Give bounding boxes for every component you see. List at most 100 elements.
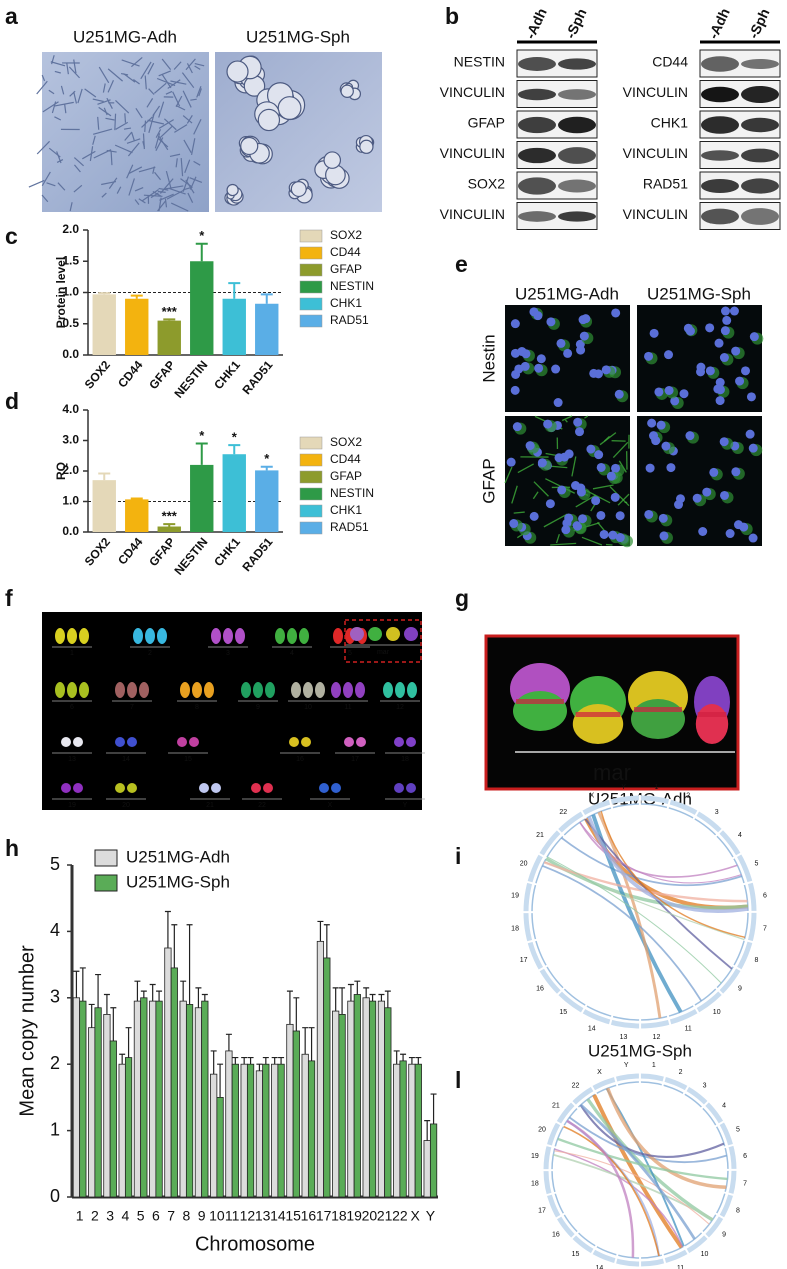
segment-gap xyxy=(570,1100,580,1110)
error-bar xyxy=(98,292,111,295)
nucleus xyxy=(611,308,621,318)
cell xyxy=(46,182,56,187)
error-bar xyxy=(271,1056,278,1065)
cell xyxy=(169,153,181,157)
y-tick-label: 3 xyxy=(50,987,60,1007)
circos-label: 5 xyxy=(754,861,758,868)
cell xyxy=(170,202,189,212)
circos-link xyxy=(542,865,703,1002)
bar xyxy=(109,1040,117,1198)
nucleus xyxy=(719,437,729,447)
y-tick-label: 0 xyxy=(50,1186,60,1206)
error-bar xyxy=(332,987,339,1012)
bar xyxy=(210,1073,218,1198)
bar xyxy=(164,947,172,1198)
chromosome xyxy=(241,682,251,698)
bar xyxy=(190,464,214,532)
cell xyxy=(106,149,117,153)
blot-band xyxy=(741,85,779,104)
cell xyxy=(187,192,194,203)
chromosome xyxy=(211,628,221,644)
legend-swatch xyxy=(299,521,323,535)
cell xyxy=(164,198,168,208)
circos-link xyxy=(587,816,749,914)
nucleus xyxy=(576,483,586,493)
chromosome xyxy=(315,682,325,698)
segment-gap xyxy=(556,828,566,838)
bar xyxy=(222,454,246,532)
x-axis-label: Chromosome xyxy=(195,1233,315,1255)
cell xyxy=(175,104,186,111)
panel-label: l xyxy=(455,1067,461,1093)
error-bar xyxy=(256,1063,263,1071)
cell xyxy=(41,194,49,203)
bar xyxy=(255,470,279,532)
chromosome xyxy=(301,737,311,747)
chromosome-label: 12 xyxy=(396,704,404,711)
bar xyxy=(179,1000,187,1198)
bar xyxy=(124,1057,133,1198)
blot-band xyxy=(558,179,596,193)
error-bar xyxy=(384,990,391,1008)
cell xyxy=(142,141,145,148)
nucleus xyxy=(596,510,606,520)
nucleus xyxy=(654,387,664,397)
chromosome-label: 7 xyxy=(130,704,134,711)
y-tick-label: 2.0 xyxy=(62,463,79,477)
cell xyxy=(190,98,197,101)
marker-chromosome xyxy=(404,627,418,641)
bar xyxy=(307,1060,316,1198)
marker-label: mar xyxy=(593,760,631,785)
cell xyxy=(154,82,167,94)
nucleus xyxy=(512,422,522,432)
x-tick-label: 11 xyxy=(225,1208,240,1224)
fluorescence-image xyxy=(637,305,764,412)
nucleus xyxy=(645,463,655,473)
x-tick-label: CHK1 xyxy=(211,358,243,392)
nucleus xyxy=(685,431,695,441)
blot-band xyxy=(701,178,739,194)
cell xyxy=(84,88,97,98)
cell xyxy=(170,80,187,85)
cell xyxy=(159,178,174,194)
circos-link xyxy=(579,821,738,878)
blot-band xyxy=(741,58,779,70)
circos-label: 22 xyxy=(559,809,567,816)
cell xyxy=(164,185,184,190)
error-bar xyxy=(241,1056,248,1065)
bar xyxy=(353,994,361,1198)
cell xyxy=(182,186,193,191)
chromosome xyxy=(204,682,214,698)
circos-label: X xyxy=(597,1069,602,1076)
filament xyxy=(561,415,573,422)
cell xyxy=(182,115,193,124)
circos-label: 2 xyxy=(679,1069,683,1076)
circos-link xyxy=(553,1153,714,1220)
chromosome-label: Y xyxy=(403,802,408,809)
cell xyxy=(180,178,193,188)
spheroid xyxy=(359,139,374,154)
blot-label: CD44 xyxy=(652,54,688,70)
legend-label: SOX2 xyxy=(330,228,362,242)
segment-gap xyxy=(661,1252,667,1264)
chromosome-label: 8 xyxy=(195,704,199,711)
panel-label: d xyxy=(5,388,19,414)
x-tick-label: 4 xyxy=(121,1208,129,1224)
error-bar xyxy=(247,1056,254,1065)
cell xyxy=(185,179,195,194)
cell xyxy=(155,129,162,138)
circos-label: 18 xyxy=(511,925,519,932)
cell xyxy=(148,88,155,95)
nucleus xyxy=(659,531,669,541)
error-bar xyxy=(228,282,241,299)
spheroid xyxy=(340,84,354,98)
blot-label: VINCULIN xyxy=(440,206,505,222)
filament xyxy=(504,466,513,484)
nucleus xyxy=(664,350,674,360)
chromosome-label: 1 xyxy=(70,650,74,657)
marker-band xyxy=(516,699,564,704)
cell xyxy=(82,150,96,160)
spheroid xyxy=(257,108,281,132)
nucleus xyxy=(709,467,719,477)
